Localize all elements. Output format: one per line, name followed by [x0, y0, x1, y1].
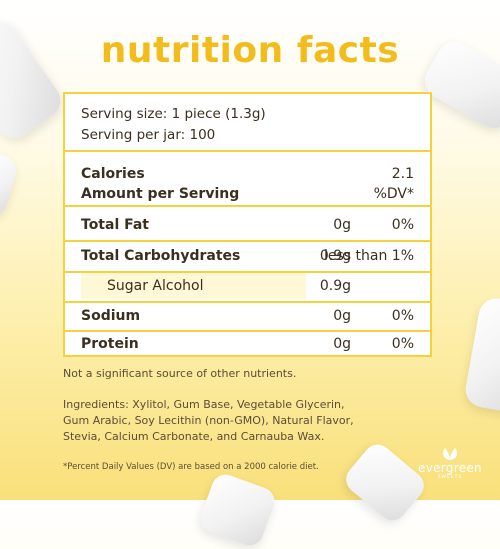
divider — [65, 205, 430, 207]
nutrient-note: Not a significant source of other nutrie… — [63, 367, 297, 380]
nutrient-amount: 0g — [333, 308, 351, 324]
dv-header: %DV* — [373, 186, 414, 202]
nutrient-dv: less than 1% — [323, 248, 414, 264]
gum-piece-image — [0, 152, 20, 218]
nutrient-amount: 0.9g — [319, 248, 351, 264]
gum-piece-image — [462, 295, 500, 415]
serving-size: Serving size: 1 piece (1.3g) — [81, 106, 266, 122]
nutrient-dv: 0% — [391, 336, 414, 352]
divider — [65, 240, 430, 242]
nutrient-label: Sugar Alcohol — [107, 278, 204, 294]
logo-name: evergreen — [418, 461, 482, 475]
nutrient-label: Protein — [81, 336, 139, 352]
gum-piece-image — [196, 470, 279, 549]
calories-value: 2.1 — [391, 166, 414, 182]
serving-info: Serving size: 1 piece (1.3g) Serving per… — [81, 104, 266, 146]
nutrient-dv: 0% — [391, 217, 414, 233]
logo-sub: SWEETS — [437, 475, 463, 480]
divider — [65, 301, 430, 303]
divider — [65, 330, 430, 332]
serving-per-jar: Serving per jar: 100 — [81, 127, 216, 143]
page-title: nutrition facts — [100, 30, 400, 71]
nutrient-amount: 0g — [333, 217, 351, 233]
calories-block: Calories 2.1 Amount per Serving %DV* — [81, 164, 414, 204]
ingredients-text: Ingredients: Xylitol, Gum Base, Vegetabl… — [63, 398, 354, 443]
nutrient-row-protein: Protein 0g 0% — [81, 331, 414, 357]
brand-logo: evergreen SWEETS — [418, 447, 482, 487]
nutrient-row-sodium: Sodium 0g 0% — [81, 303, 414, 329]
dv-footnote: *Percent Daily Values (DV) are based on … — [63, 462, 319, 472]
nutrient-row-sugar-alcohol-values: 0.9g — [81, 273, 414, 299]
nutrient-label: Total Carbohydrates — [81, 248, 241, 264]
nutrient-label: Total Fat — [81, 217, 150, 233]
nutrient-amount: 0g — [333, 336, 351, 352]
nutrient-row-total-fat: Total Fat 0g 0% — [81, 212, 414, 238]
nutrient-row-sugar-alcohol: Sugar Alcohol — [81, 273, 306, 299]
nutrient-amount: 0.9g — [319, 278, 351, 294]
gum-piece-image — [340, 438, 430, 527]
nutrient-dv: 0% — [391, 308, 414, 324]
calories-label: Calories — [81, 166, 145, 182]
nutrition-panel: Serving size: 1 piece (1.3g) Serving per… — [63, 92, 432, 357]
amount-per-serving-label: Amount per Serving — [81, 186, 240, 202]
divider — [65, 271, 430, 273]
divider — [65, 150, 430, 152]
leaf-icon — [442, 448, 458, 460]
nutrient-row-total-carbohydrates: Total Carbohydrates 0.9g less than 1% — [81, 243, 414, 269]
nutrient-label: Sodium — [81, 308, 141, 324]
